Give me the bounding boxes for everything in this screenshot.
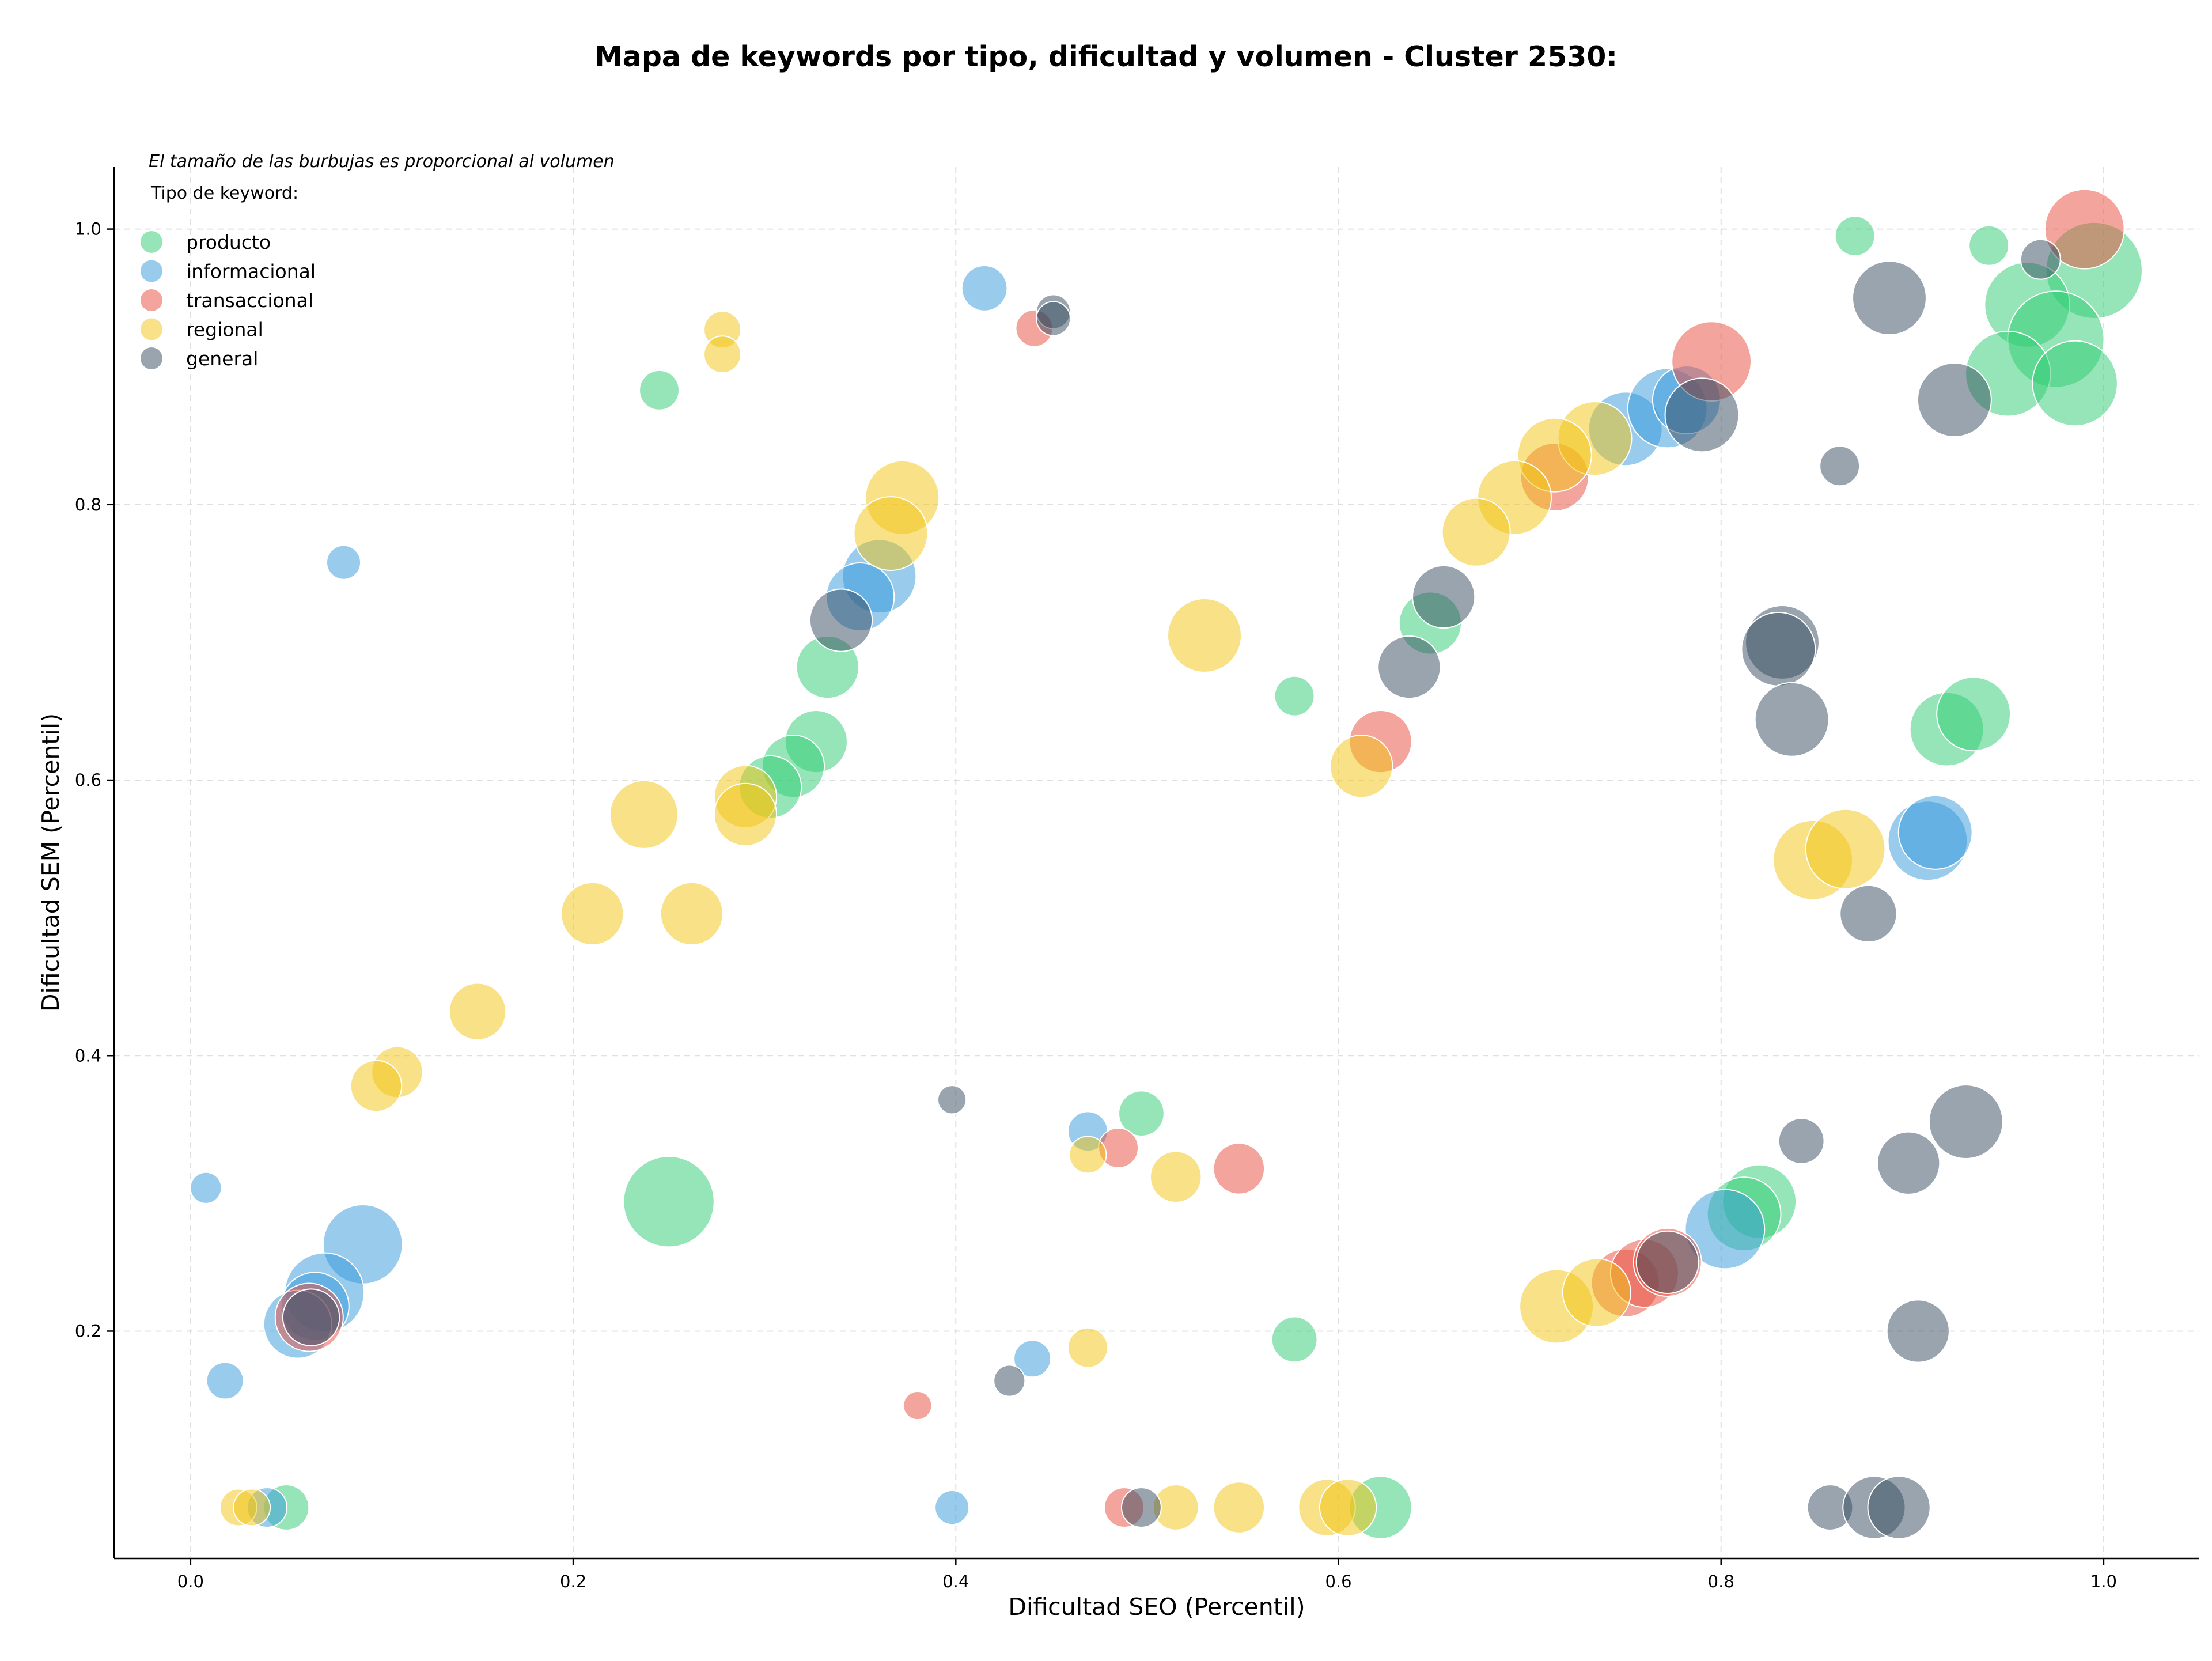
bubble-regional	[1067, 1327, 1108, 1368]
bubble-general	[809, 588, 873, 652]
ticks-layer: 0.0 0.2 0.4 0.6 0.8 1.0 0.2 0.4 0.6 0.8 1.0	[75, 220, 2117, 1591]
legend-marker-transaccional	[141, 289, 162, 311]
bubble-regional	[1319, 1478, 1377, 1537]
chart-subtitle: El tamaño de las burbujas es proporciona…	[149, 152, 615, 172]
bubble-regional	[609, 780, 679, 849]
bubble-regional	[1805, 808, 1886, 890]
bubble-informacional	[1684, 1189, 1766, 1270]
bubble-informacional	[1013, 1340, 1052, 1378]
bubble-informacional	[1897, 794, 1973, 870]
x-tick-label: 1.0	[2090, 1572, 2117, 1591]
y-axis-label: Dificultad SEM (Percentil)	[37, 713, 65, 1012]
bubble-producto	[1834, 215, 1876, 256]
bubble-general	[1839, 884, 1897, 943]
bubble-regional	[1213, 1481, 1266, 1534]
chart-title: Mapa de keywords por tipo, dificultad y …	[594, 40, 1618, 73]
bubble-general	[1867, 1475, 1931, 1539]
bubble-general	[1412, 565, 1476, 629]
legend-title: Tipo de keyword:	[150, 183, 298, 203]
bubble-regional	[1330, 735, 1393, 799]
bubble-producto	[1274, 675, 1315, 717]
legend-label-regional: regional	[186, 319, 263, 341]
bubble-informacional	[961, 265, 1008, 312]
bubble-general	[1819, 445, 1861, 487]
bubble-general	[1741, 611, 1816, 687]
bubble-general	[282, 1288, 340, 1346]
bubble-general	[937, 1085, 967, 1115]
bubble-general	[1754, 682, 1830, 757]
y-tick-label: 0.8	[75, 495, 101, 514]
bubble-producto	[1118, 1090, 1165, 1137]
legend-label-informacional: informacional	[186, 260, 316, 283]
bubble-regional	[350, 1060, 403, 1113]
bubble-producto	[639, 369, 680, 411]
axes-layer	[113, 167, 2199, 1560]
y-tick-label: 0.6	[75, 770, 101, 790]
bubble-regional	[448, 982, 507, 1041]
bubble-regional	[1149, 1151, 1202, 1203]
bubble-general	[2020, 239, 2061, 280]
bubble-general	[993, 1364, 1026, 1397]
x-tick-label: 0.8	[1708, 1572, 1734, 1591]
x-tick-label: 0.0	[177, 1572, 204, 1591]
bubble-regional	[713, 782, 778, 846]
bubble-producto	[1968, 225, 2010, 266]
bubble-general	[1852, 260, 1927, 336]
bubble-general	[1635, 1230, 1699, 1295]
bubble-transaccional	[903, 1390, 933, 1421]
x-tick-label: 0.4	[942, 1572, 969, 1591]
points-layer	[190, 188, 2143, 1539]
bubble-regional	[233, 1488, 271, 1527]
y-tick-label: 1.0	[75, 220, 101, 239]
legend-label-general: general	[186, 347, 258, 370]
y-tick-label: 0.4	[75, 1046, 101, 1065]
legend-label-producto: producto	[186, 231, 271, 253]
bubble-producto	[2032, 340, 2118, 427]
bubble-general	[1120, 1487, 1162, 1528]
bubble-general	[1877, 1131, 1941, 1195]
legend-label-transaccional: transaccional	[186, 289, 313, 312]
bubble-informacional	[190, 1171, 222, 1204]
bubble-general	[1664, 377, 1740, 453]
bubble-general	[1886, 1299, 1950, 1363]
bubble-general	[1036, 301, 1071, 336]
bubble-regional	[1562, 1258, 1631, 1327]
legend-marker-regional	[141, 318, 162, 340]
bubble-informacional	[206, 1361, 244, 1400]
legend: producto informacional transaccional region…	[141, 231, 316, 370]
x-axis-label: Dificultad SEO (Percentil)	[1008, 1593, 1305, 1621]
bubble-informacional	[326, 544, 362, 580]
bubble-transaccional	[1213, 1142, 1266, 1195]
bubble-general	[1928, 1084, 2003, 1159]
bubble-regional	[1167, 598, 1242, 673]
bubble-regional	[703, 335, 742, 374]
legend-marker-general	[141, 347, 162, 369]
bubble-general	[1377, 635, 1441, 699]
legend-marker-producto	[141, 231, 162, 253]
x-tick-label: 0.2	[560, 1572, 586, 1591]
bubble-informacional	[934, 1490, 970, 1526]
y-tick-label: 0.2	[75, 1321, 101, 1341]
bubble-regional	[660, 881, 724, 946]
bubble-producto	[1936, 676, 2012, 752]
legend-marker-informacional	[141, 260, 162, 282]
bubble-general	[1778, 1118, 1825, 1164]
bubble-producto	[623, 1155, 715, 1248]
bubble-regional	[1069, 1136, 1107, 1174]
bubble-producto	[1271, 1316, 1318, 1363]
bubble-transaccional	[2044, 188, 2125, 270]
bubble-regional	[853, 496, 929, 571]
bubble-regional	[1441, 497, 1511, 567]
bubble-regional	[560, 881, 624, 946]
grid-layer	[114, 167, 2199, 1558]
x-tick-label: 0.6	[1325, 1572, 1351, 1591]
bubble-general	[1916, 362, 1992, 438]
